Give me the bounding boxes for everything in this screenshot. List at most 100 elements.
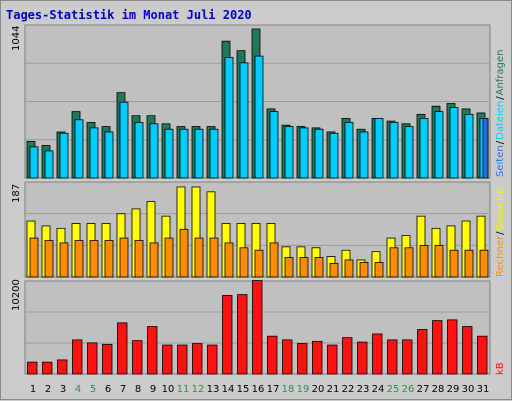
- legend-top-4: /: [495, 96, 506, 100]
- bar-rechner-day-1: [29, 237, 39, 278]
- day-label-22: 22: [342, 384, 355, 395]
- bar-dateien-day-28: [434, 111, 444, 179]
- bar-rechner-day-25: [389, 247, 399, 278]
- bar-rechner-day-22: [344, 259, 354, 278]
- bar-rechner-day-7: [119, 237, 129, 278]
- bar-rechner-day-26: [404, 247, 414, 278]
- bar-dateien-day-13: [209, 128, 219, 179]
- day-label-10: 10: [162, 384, 175, 395]
- bar-rechner-day-12: [194, 237, 204, 278]
- bar-dateien-day-26: [404, 126, 414, 179]
- bar-kb-day-5: [87, 342, 98, 375]
- bar-kb-day-21: [327, 344, 338, 375]
- bar-rechner-day-15: [239, 247, 249, 278]
- day-label-2: 2: [45, 384, 51, 395]
- bar-kb-day-1: [27, 361, 38, 375]
- bar-kb-day-20: [312, 340, 323, 375]
- bar-dateien-day-7: [119, 101, 129, 179]
- day-label-4: 4: [75, 384, 81, 395]
- bar-dateien-day-16: [254, 55, 264, 179]
- bar-rechner-day-19: [299, 257, 309, 278]
- bar-dateien-day-11: [179, 128, 189, 179]
- bar-rechner-day-3: [59, 242, 69, 278]
- bar-kb-day-10: [162, 344, 173, 375]
- bar-dateien-day-8: [134, 122, 144, 179]
- bar-kb-day-6: [102, 343, 113, 375]
- bar-kb-day-29: [447, 319, 458, 375]
- day-label-11: 11: [177, 384, 190, 395]
- day-label-3: 3: [60, 384, 66, 395]
- bar-kb-day-8: [132, 340, 143, 375]
- bar-rechner-day-18: [284, 257, 294, 278]
- bar-dateien-day-25: [389, 122, 399, 179]
- day-label-17: 17: [267, 384, 280, 395]
- bar-dateien-day-15: [239, 62, 249, 179]
- bar-kb-day-31: [477, 335, 488, 375]
- day-label-8: 8: [135, 384, 141, 395]
- bar-rechner-day-30: [464, 249, 474, 278]
- legend-top-3: Dateien: [495, 101, 506, 140]
- bar-kb-day-19: [297, 343, 308, 375]
- bar-kb-day-28: [432, 320, 443, 375]
- bar-kb-day-9: [147, 326, 158, 375]
- day-label-26: 26: [402, 384, 415, 395]
- bar-kb-day-18: [282, 339, 293, 375]
- bar-dateien-day-20: [314, 128, 324, 179]
- bar-rechner-day-14: [224, 242, 234, 278]
- bar-rechner-day-8: [134, 240, 144, 278]
- bar-kb-day-27: [417, 329, 428, 375]
- day-label-1: 1: [30, 384, 36, 395]
- bar-kb-day-16: [252, 280, 263, 375]
- bar-rechner-day-2: [44, 240, 54, 278]
- bar-rechner-day-9: [149, 242, 159, 278]
- day-label-5: 5: [90, 384, 96, 395]
- bar-kb-day-11: [177, 344, 188, 375]
- legend-bottom-1: kB: [495, 362, 506, 375]
- legend-top-1: Seiten: [495, 145, 506, 177]
- bar-dateien-day-27: [419, 118, 429, 179]
- bar-rechner-day-6: [104, 240, 114, 278]
- bar-rechner-day-21: [329, 262, 339, 278]
- y-axis-max-label-bottom: 10200: [11, 279, 22, 311]
- bar-rechner-day-13: [209, 237, 219, 278]
- bar-dateien-day-19: [299, 127, 309, 179]
- day-label-16: 16: [252, 384, 265, 395]
- legend-middle-2: /: [495, 231, 506, 235]
- bar-dateien-day-12: [194, 128, 204, 179]
- bar-rechner-day-17: [269, 242, 279, 278]
- bar-rechner-day-10: [164, 237, 174, 278]
- bar-rechner-day-29: [449, 249, 459, 278]
- bar-dateien-day-24: [374, 118, 384, 179]
- bar-seiten-day-31: [482, 118, 489, 179]
- bar-dateien-day-22: [344, 122, 354, 179]
- bar-kb-day-26: [402, 339, 413, 375]
- bar-dateien-day-5: [89, 127, 99, 179]
- day-label-13: 13: [207, 384, 220, 395]
- day-label-23: 23: [357, 384, 370, 395]
- day-label-31: 31: [477, 384, 490, 395]
- day-label-12: 12: [192, 384, 205, 395]
- day-label-20: 20: [312, 384, 325, 395]
- bar-kb-day-3: [57, 359, 68, 375]
- day-label-6: 6: [105, 384, 111, 395]
- day-label-18: 18: [282, 384, 295, 395]
- bar-rechner-day-4: [74, 240, 84, 278]
- y-axis-max-label-top: 1044: [11, 26, 22, 51]
- bar-rechner-day-24: [374, 262, 384, 278]
- bar-rechner-day-28: [434, 244, 444, 278]
- bar-kb-day-7: [117, 322, 128, 375]
- day-label-15: 15: [237, 384, 250, 395]
- bar-kb-day-2: [42, 361, 53, 375]
- bar-kb-day-12: [192, 343, 203, 375]
- legend-top-5: Anfragen: [495, 50, 506, 96]
- bar-dateien-day-21: [329, 132, 339, 179]
- bar-rechner-day-11: [179, 228, 189, 278]
- bar-dateien-day-2: [44, 150, 54, 179]
- bar-dateien-day-3: [59, 132, 69, 179]
- bar-rechner-day-31: [479, 249, 489, 278]
- bar-rechner-day-23: [359, 262, 369, 278]
- day-label-14: 14: [222, 384, 235, 395]
- bar-dateien-day-29: [449, 107, 459, 179]
- bar-dateien-day-9: [149, 123, 159, 179]
